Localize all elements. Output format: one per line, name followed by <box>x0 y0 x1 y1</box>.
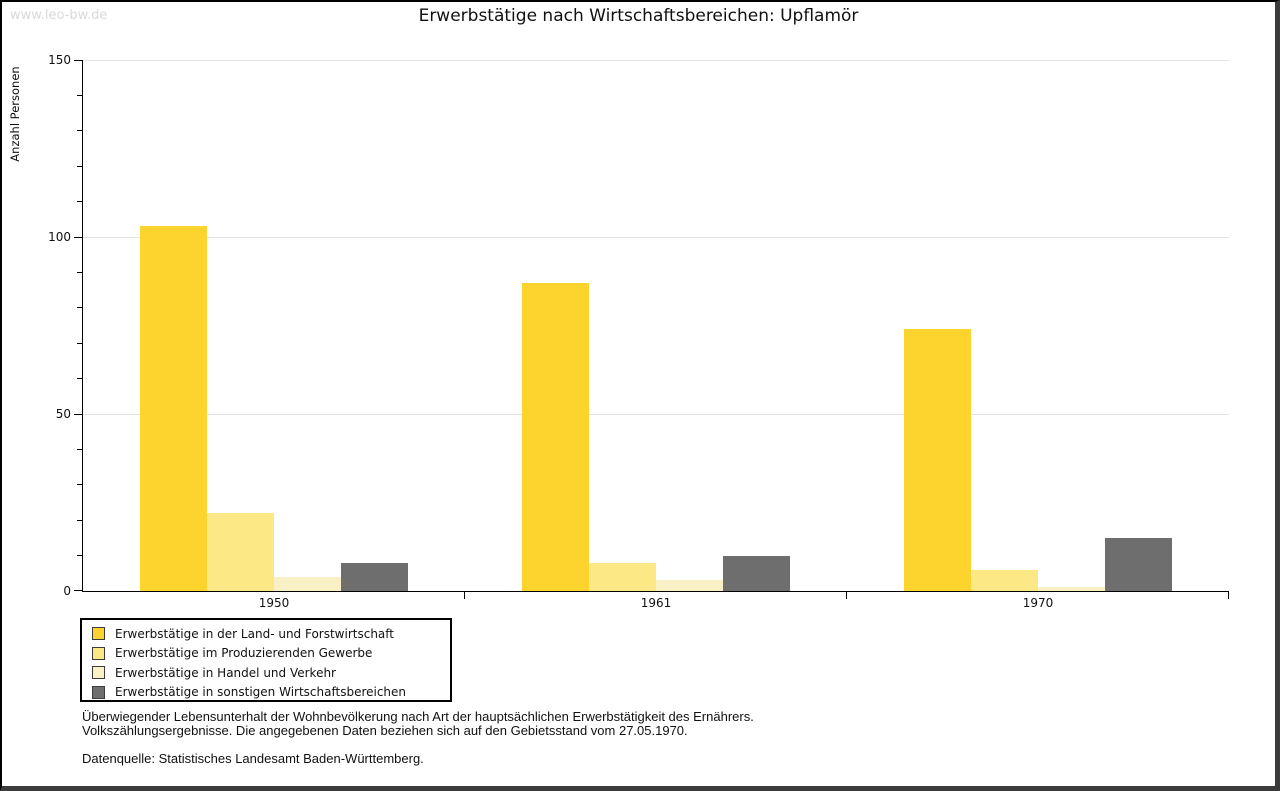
legend-label-4: Erwerbstätige in sonstigen Wirtschaftsbe… <box>115 685 407 700</box>
legend-item-4: Erwerbstätige in sonstigen Wirtschaftsbe… <box>82 683 450 703</box>
page-title: Erwerbstätige nach Wirtschaftsbereichen:… <box>418 6 859 26</box>
y-tick-110 <box>77 201 82 203</box>
y-tick-140 <box>77 94 82 96</box>
legend-item-3: Erwerbstätige in Handel und Verkehr <box>82 663 450 683</box>
footnote: Überwiegender Lebensunterhalt der Wohnbe… <box>82 710 754 766</box>
legend-label-3: Erwerbstätige in Handel und Verkehr <box>115 665 336 680</box>
y-tick-30 <box>77 484 82 486</box>
x-tick-3 <box>1228 591 1229 599</box>
y-tick-90 <box>77 271 82 273</box>
legend-items: Erwerbstätige in der Land- und Forstwirt… <box>82 624 450 702</box>
bar-1970-series-2 <box>971 569 1038 591</box>
bar-1970-series-3 <box>1038 587 1105 591</box>
y-tick-100 <box>74 236 82 238</box>
plot-area: 0 50 100 150 1950 1961 1970 <box>48 54 1229 610</box>
bar-1961-series-3 <box>656 580 723 591</box>
bar-1950-series-1 <box>140 226 207 591</box>
data-source: Datenquelle: Statistisches Landesamt Bad… <box>82 751 424 766</box>
x-tick-1 <box>464 591 465 599</box>
bar-1950-series-2 <box>207 513 274 591</box>
footnote-line-2: Volkszählungsergebnisse. Die angegebenen… <box>82 723 688 738</box>
y-axis-title: Anzahl Personen <box>8 66 22 162</box>
bar-1961-series-4 <box>723 555 790 591</box>
y-tick-70 <box>77 342 82 344</box>
y-tick-150 <box>74 59 82 61</box>
y-tick-20 <box>77 519 82 521</box>
x-category-label-1950: 1950 <box>258 596 290 610</box>
y-tick-label-100: 100 <box>48 230 71 244</box>
bar-1970-series-1 <box>904 329 971 591</box>
bar-1961-series-2 <box>589 562 656 591</box>
gridline-50 <box>83 413 1229 415</box>
legend-swatch-3 <box>92 666 105 680</box>
y-tick-label-50: 50 <box>55 407 71 421</box>
bar-1961-series-1 <box>522 283 589 591</box>
bar-1950-series-3 <box>274 576 341 591</box>
legend-swatch-1 <box>92 627 105 641</box>
legend-item-1: Erwerbstätige in der Land- und Forstwirt… <box>82 624 450 644</box>
legend-label-1: Erwerbstätige in der Land- und Forstwirt… <box>115 626 394 641</box>
legend: Erwerbstätige in der Land- und Forstwirt… <box>80 618 452 702</box>
legend-swatch-4 <box>92 685 105 699</box>
gridline-150 <box>83 59 1229 61</box>
y-tick-40 <box>77 448 82 450</box>
gridline-100 <box>83 236 1229 238</box>
x-category-label-1970: 1970 <box>1022 596 1054 610</box>
bar-1950-series-4 <box>341 562 408 591</box>
y-tick-label-0: 0 <box>63 584 71 598</box>
legend-label-2: Erwerbstätige im Produzierenden Gewerbe <box>115 646 373 661</box>
y-tick-label-150: 150 <box>48 53 71 67</box>
bar-1970-series-4 <box>1105 537 1172 591</box>
y-tick-0 <box>74 590 82 591</box>
y-tick-10 <box>77 555 82 557</box>
y-tick-120 <box>77 165 82 167</box>
watermark: www.leo-bw.de <box>10 8 108 23</box>
footnote-line-1: Überwiegender Lebensunterhalt der Wohnbe… <box>82 709 754 724</box>
x-tick-2 <box>846 591 847 599</box>
y-tick-130 <box>77 130 82 132</box>
y-tick-50 <box>74 413 82 415</box>
y-tick-80 <box>77 307 82 309</box>
x-category-label-1961: 1961 <box>640 596 672 610</box>
legend-item-2: Erwerbstätige im Produzierenden Gewerbe <box>82 644 450 664</box>
legend-swatch-2 <box>92 646 105 660</box>
y-tick-60 <box>77 378 82 380</box>
